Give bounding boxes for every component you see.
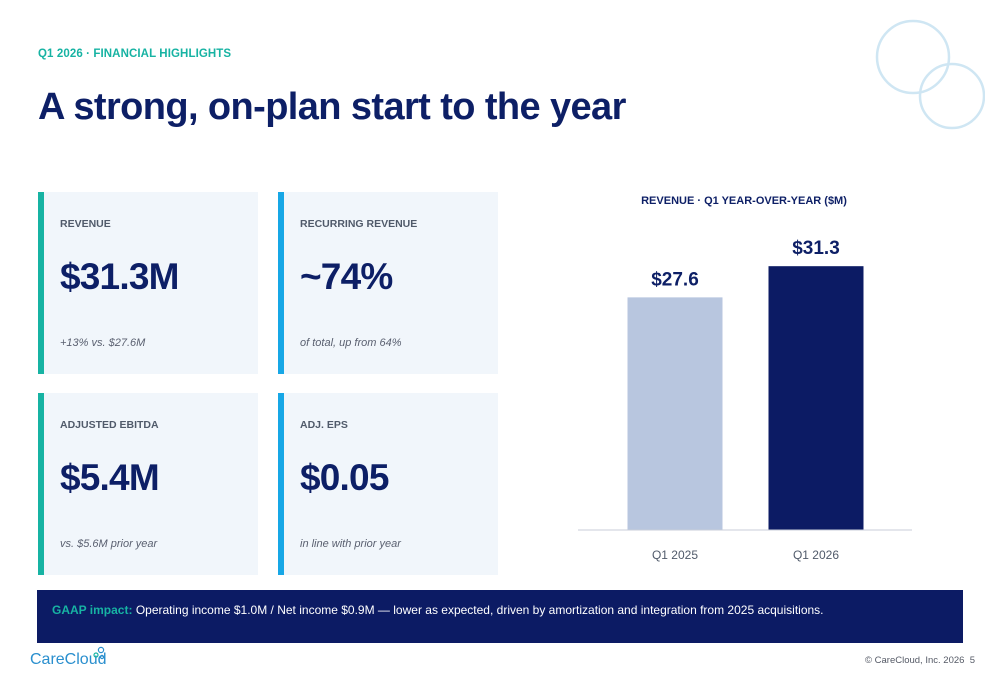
revenue-card: REVENUE $31.3M +13% vs. $27.6M	[38, 192, 258, 374]
card-value: ~74%	[300, 256, 393, 297]
logo-text: CareCloud	[30, 651, 106, 668]
kicker: Q1 2026 · FINANCIAL HIGHLIGHTS	[38, 48, 232, 60]
card-note: +13% vs. $27.6M	[60, 337, 146, 349]
card-value: $31.3M	[60, 256, 179, 297]
decorative-circles	[875, 19, 985, 130]
revenue-bar-chart: $27.6 Q1 2025 $31.3 Q1 2026	[578, 238, 912, 562]
footer: © CareCloud, Inc. 2026 5	[865, 655, 975, 666]
data-label: $27.6	[651, 269, 699, 290]
card-note: of total, up from 64%	[300, 337, 402, 349]
data-label: $31.3	[792, 238, 840, 259]
card-label: REVENUE	[60, 218, 111, 230]
card-note: vs. $5.6M prior year	[60, 538, 158, 550]
x-tick-label: Q1 2025	[652, 548, 698, 562]
card-label: ADJUSTED EBITDA	[60, 419, 159, 431]
card-label: ADJ. EPS	[300, 419, 348, 431]
copyright: © CareCloud, Inc. 2026	[865, 655, 965, 666]
gaap-impact-banner: GAAP impact: Operating income $1.0M / Ne…	[37, 590, 963, 643]
gaap-text: Operating income $1.0M / Net income $0.9…	[135, 603, 824, 617]
adj-eps-card: ADJ. EPS $0.05 in line with prior year	[278, 393, 498, 575]
chart-title: REVENUE · Q1 YEAR-OVER-YEAR ($M)	[641, 195, 847, 207]
page-number: 5	[969, 655, 975, 666]
recurring-revenue-card: RECURRING REVENUE ~74% of total, up from…	[278, 192, 498, 374]
card-value: $5.4M	[60, 457, 160, 498]
carecloud-logo: CareCloud	[30, 646, 106, 668]
bar-q1-2026	[768, 266, 864, 530]
bar-q1-2025	[627, 297, 723, 530]
gaap-label: GAAP impact:	[52, 603, 133, 617]
adjusted-ebitda-card: ADJUSTED EBITDA $5.4M vs. $5.6M prior ye…	[38, 393, 258, 575]
card-note: in line with prior year	[300, 538, 401, 550]
page-title: A strong, on-plan start to the year	[38, 86, 626, 128]
card-value: $0.05	[300, 457, 389, 498]
x-tick-label: Q1 2026	[793, 548, 839, 562]
card-label: RECURRING REVENUE	[300, 218, 418, 230]
